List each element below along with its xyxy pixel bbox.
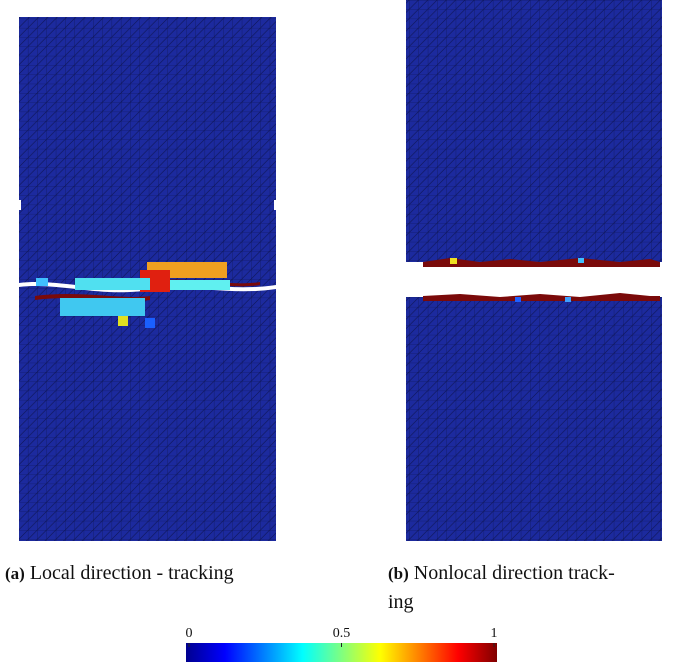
colorbar — [186, 643, 497, 662]
caption-line: ing — [388, 591, 414, 613]
colorbar-ticks: 0 0.5 1 — [186, 626, 498, 647]
mesh-panel-b — [406, 0, 662, 541]
colorbar-tick-label: 1 — [491, 626, 498, 641]
colorbar-tick-label: 0 — [186, 626, 193, 641]
mesh-panel-a — [19, 17, 276, 541]
caption-label: (a) Local direction - tracking — [5, 562, 234, 584]
colorbar-tick-label: 0.5 — [333, 626, 351, 641]
caption-label: (b) Nonlocal direction track- — [388, 562, 615, 584]
